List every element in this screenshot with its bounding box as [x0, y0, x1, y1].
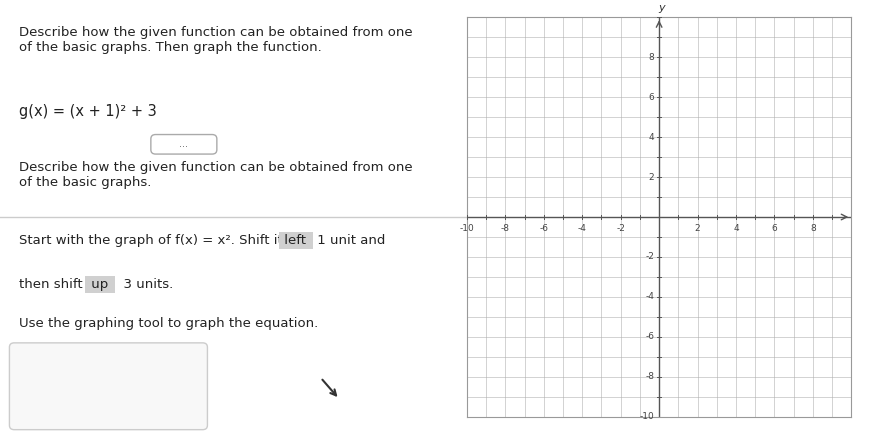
Text: then shift it: then shift it	[19, 278, 100, 291]
Text: g(x) = (x + 1)² + 3: g(x) = (x + 1)² + 3	[19, 104, 156, 119]
Text: -10: -10	[640, 412, 655, 421]
Text: -8: -8	[645, 372, 655, 381]
FancyBboxPatch shape	[151, 135, 217, 154]
Text: -10: -10	[460, 224, 474, 233]
Text: 6: 6	[649, 93, 655, 102]
Text: 1 unit and: 1 unit and	[313, 234, 386, 247]
Text: Start with the graph of f(x) = x². Shift it: Start with the graph of f(x) = x². Shift…	[19, 234, 287, 247]
Text: -2: -2	[616, 224, 625, 233]
Text: 4: 4	[649, 133, 655, 141]
Text: Use the graphing tool to graph the equation.: Use the graphing tool to graph the equat…	[19, 317, 318, 330]
Text: Describe how the given function can be obtained from one
of the basic graphs.: Describe how the given function can be o…	[19, 161, 412, 189]
Text: 8: 8	[649, 53, 655, 62]
Text: 3 units.: 3 units.	[115, 278, 174, 291]
Text: -4: -4	[578, 224, 587, 233]
Text: 6: 6	[772, 224, 777, 233]
Text: up: up	[87, 278, 113, 291]
Text: 4: 4	[733, 224, 739, 233]
Text: -6: -6	[540, 224, 548, 233]
FancyBboxPatch shape	[10, 343, 208, 430]
Text: Describe how the given function can be obtained from one
of the basic graphs. Th: Describe how the given function can be o…	[19, 26, 412, 54]
Text: ...: ...	[179, 139, 189, 149]
Text: y: y	[659, 3, 665, 13]
Text: Click to
enlarge
graph: Click to enlarge graph	[108, 361, 155, 408]
Text: -4: -4	[645, 293, 655, 301]
Text: 2: 2	[649, 173, 655, 181]
Text: -6: -6	[645, 332, 655, 341]
Text: -2: -2	[645, 253, 655, 261]
Text: 2: 2	[695, 224, 700, 233]
Text: -8: -8	[501, 224, 510, 233]
Text: 8: 8	[810, 224, 815, 233]
Text: left: left	[280, 234, 311, 247]
